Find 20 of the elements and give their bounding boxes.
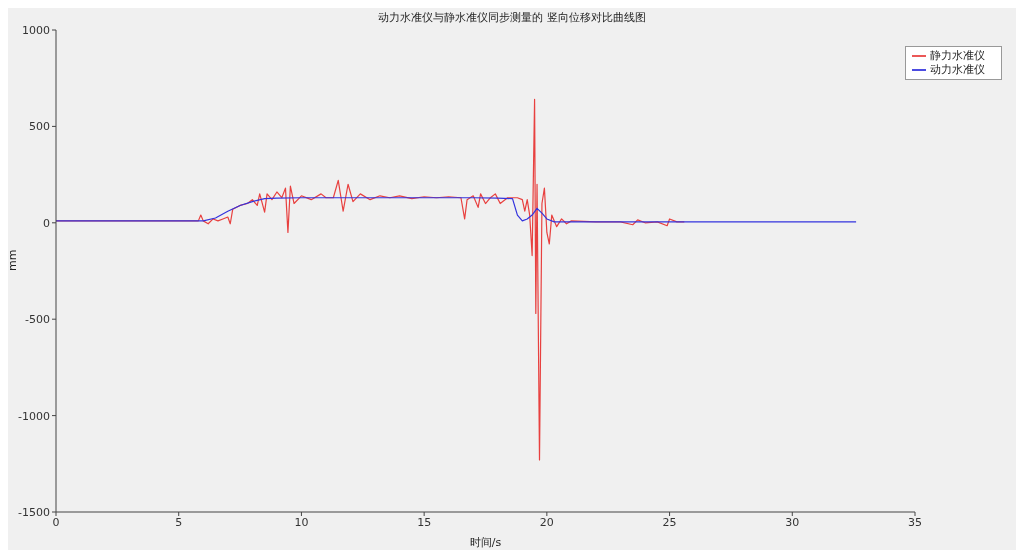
x-tick-label: 30 — [785, 515, 800, 529]
legend-label: 静力水准仪 — [930, 49, 985, 62]
x-tick-label: 10 — [294, 515, 309, 529]
x-tick-label: 5 — [175, 515, 183, 529]
x-axis-title: 时间/s — [469, 536, 502, 549]
line-series — [56, 197, 857, 223]
x-tick-label: 20 — [539, 515, 554, 529]
legend-label: 动力水准仪 — [930, 63, 985, 76]
x-tick-label: 25 — [662, 515, 677, 529]
y-tick-label: -500 — [25, 313, 50, 327]
y-tick-label: 0 — [43, 216, 50, 230]
chart-title: 动力水准仪与静水准仪同步测量的 竖向位移对比曲线图 — [377, 10, 647, 24]
y-tick-label: 500 — [29, 120, 50, 134]
y-tick-label: -1000 — [18, 409, 50, 423]
x-tick-label: 0 — [52, 515, 60, 529]
x-tick-label: 15 — [417, 515, 432, 529]
y-tick-label: 1000 — [22, 23, 50, 37]
y-axis-title: mm — [5, 249, 19, 271]
x-tick-label: 35 — [908, 515, 922, 529]
y-tick-label: -1500 — [18, 505, 50, 519]
